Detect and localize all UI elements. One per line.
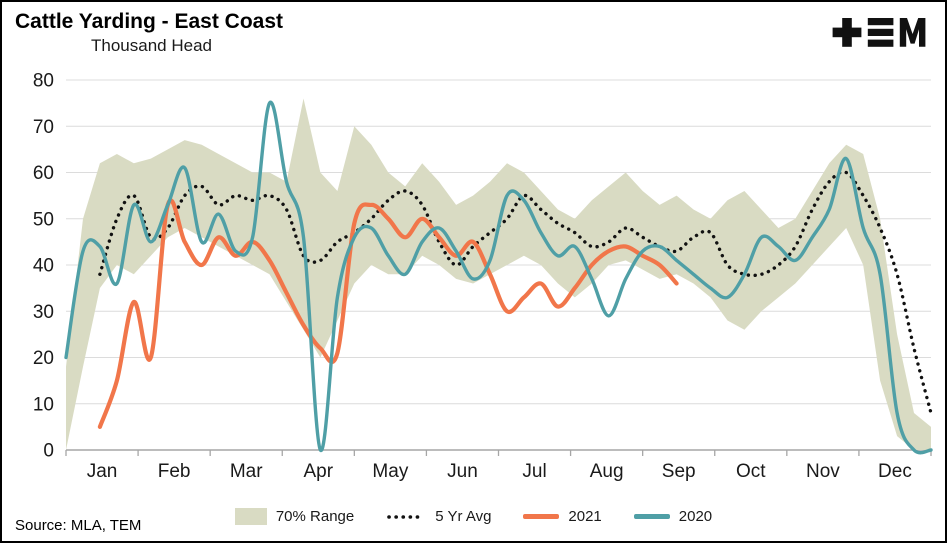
legend-item-2021: 2021: [523, 508, 602, 525]
y-tick-label-10: 10: [33, 394, 54, 415]
x-tick-label-May: May: [372, 461, 408, 482]
tem-logo: [832, 18, 926, 47]
x-tick-label-Aug: Aug: [590, 461, 624, 482]
legend-2021-swatch: [523, 514, 560, 519]
x-tick-label-Mar: Mar: [230, 461, 263, 482]
legend-2020-label: 2020: [678, 508, 713, 525]
y-tick-label-60: 60: [33, 163, 54, 184]
y-tick-label-50: 50: [33, 209, 54, 230]
source-attribution: Source: MLA, TEM: [15, 517, 142, 534]
y-tick-label-30: 30: [33, 302, 54, 323]
legend-range-swatch: [234, 508, 267, 525]
legend-avg-label: 5 Yr Avg: [435, 508, 492, 525]
x-tick-label-Nov: Nov: [806, 461, 840, 482]
y-axis-units-label: Thousand Head: [91, 36, 212, 55]
legend-item-range: 70% Range: [234, 508, 355, 525]
x-tick-label-Dec: Dec: [878, 461, 912, 482]
x-tick-label-Apr: Apr: [304, 461, 334, 482]
legend-item-2020: 2020: [633, 508, 713, 525]
chart-title: Cattle Yarding - East Coast: [15, 10, 284, 33]
x-tick-label-Jul: Jul: [522, 461, 546, 482]
x-tick-label-Jun: Jun: [447, 461, 478, 482]
chart-legend: 70% Range 5 Yr Avg 2021 2020: [2, 508, 945, 525]
legend-2020-swatch: [633, 514, 670, 519]
y-tick-label-70: 70: [33, 117, 54, 138]
x-tick-label-Oct: Oct: [736, 461, 766, 482]
series-70pct-range-band: [66, 98, 931, 450]
y-tick-label-20: 20: [33, 348, 54, 369]
y-tick-label-40: 40: [33, 256, 54, 277]
legend-item-avg: 5 Yr Avg: [386, 508, 491, 525]
legend-range-label: 70% Range: [275, 508, 355, 525]
x-tick-label-Feb: Feb: [158, 461, 191, 482]
legend-avg-swatch: [387, 514, 426, 519]
x-tick-label-Sep: Sep: [662, 461, 696, 482]
legend-2021-label: 2021: [568, 508, 602, 525]
series-2021-line: [97, 198, 679, 429]
series-2020-line: [64, 100, 933, 455]
y-tick-label-80: 80: [33, 71, 54, 92]
y-tick-label-0: 0: [43, 441, 54, 462]
x-tick-label-Jan: Jan: [87, 461, 118, 482]
